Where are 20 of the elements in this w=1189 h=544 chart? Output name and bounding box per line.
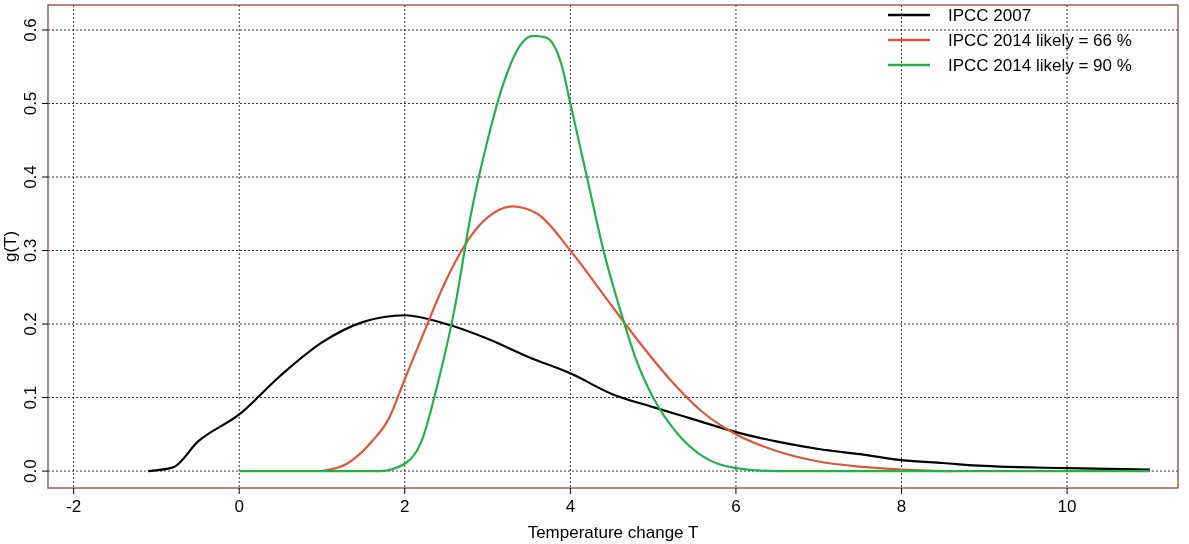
x-tick-label: -2 bbox=[66, 497, 82, 516]
x-axis-title: Temperature change T bbox=[527, 523, 699, 542]
x-tick-label: 4 bbox=[565, 497, 576, 516]
x-tick-label: 6 bbox=[731, 497, 741, 516]
y-tick-label: 0.2 bbox=[21, 312, 40, 336]
legend-label: IPCC 2007 bbox=[948, 6, 1032, 25]
x-tick-label: 2 bbox=[400, 497, 410, 516]
legend-label: IPCC 2014 likely = 66 % bbox=[948, 31, 1132, 50]
y-tick-label: 0.0 bbox=[21, 459, 40, 483]
y-tick-label: 0.6 bbox=[21, 18, 40, 42]
y-tick-label: 0.4 bbox=[21, 165, 40, 189]
x-tick-label: 0 bbox=[234, 497, 244, 516]
legend-label: IPCC 2014 likely = 90 % bbox=[948, 56, 1132, 75]
y-tick-label: 0.1 bbox=[21, 385, 40, 410]
y-axis-title: g(T) bbox=[1, 230, 20, 263]
y-tick-label: 0.3 bbox=[21, 238, 40, 263]
x-tick-label: 8 bbox=[896, 497, 907, 516]
x-tick-label: 10 bbox=[1057, 497, 1077, 516]
line-series bbox=[238, 34, 1151, 473]
y-tick-label: 0.5 bbox=[21, 91, 40, 116]
